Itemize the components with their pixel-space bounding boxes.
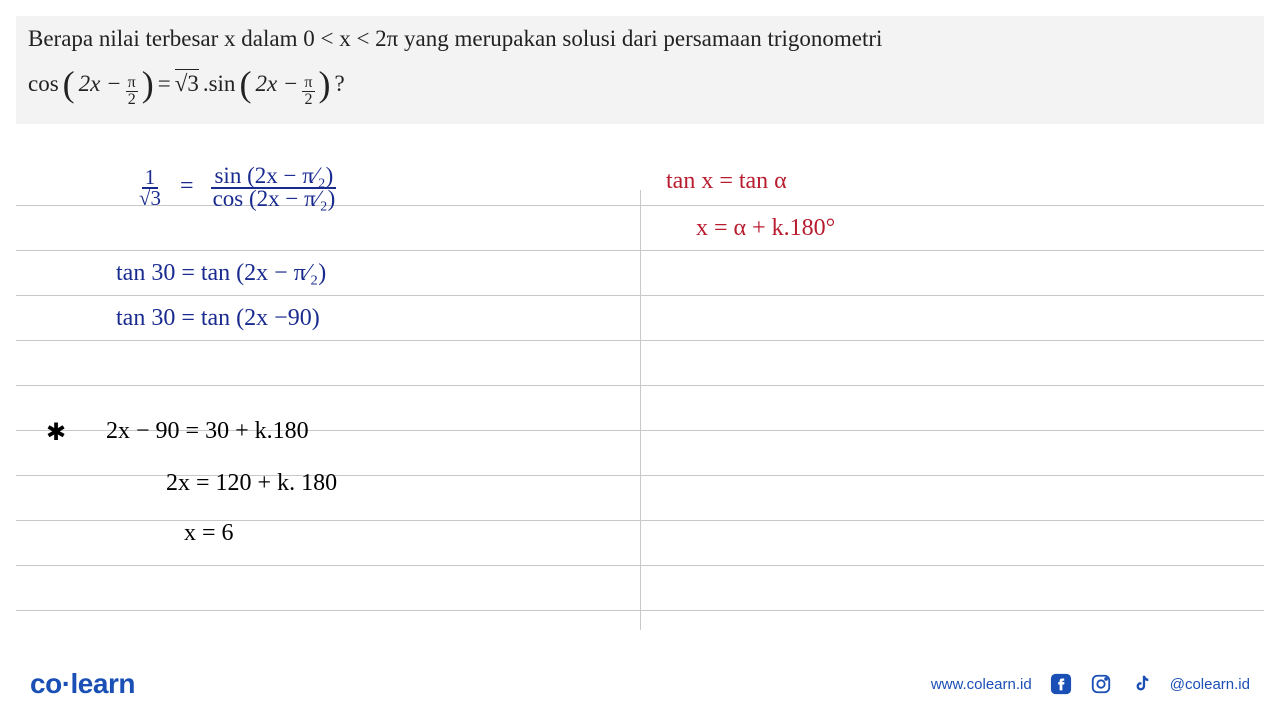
formula-2: x = α + k.180° [696, 215, 835, 242]
frac-den: 2 [126, 92, 138, 108]
rhs-den: cos (2x − π⁄₂) [210, 189, 339, 210]
logo-part-a: co [30, 668, 62, 699]
frac-num-b: π [302, 75, 314, 92]
step-2: tan 30 = tan (2x − π⁄₂) [116, 260, 326, 287]
lhs-frac: 1 √3 [136, 168, 164, 208]
eq-1: = [180, 173, 194, 199]
paren-open: ( [63, 63, 75, 105]
step-3-text: tan 30 = tan (2x −90) [116, 305, 320, 331]
step-4-marker: ✱ [46, 418, 66, 447]
instagram-icon [1090, 673, 1112, 695]
question-line-1: Berapa nilai terbesar x dalam 0 < x < 2π… [28, 24, 1252, 54]
question-equation: cos ( 2x − π 2 ) = √3 .sin ( 2x − π 2 ) … [28, 58, 1252, 112]
question-box: Berapa nilai terbesar x dalam 0 < x < 2π… [16, 16, 1264, 124]
logo-part-b: learn [71, 668, 135, 699]
step-4-text: 2x − 90 = 30 + k.180 [106, 418, 309, 444]
footer-right: www.colearn.id @colearn.id [931, 673, 1250, 695]
frac-pi-2-a: π 2 [126, 75, 138, 108]
frac-pi-2-b: π 2 [302, 75, 314, 108]
expr-2x: 2x − [79, 71, 122, 97]
frac-den-b: 2 [302, 92, 314, 108]
column-divider [640, 190, 641, 630]
footer-url: www.colearn.id [931, 676, 1032, 693]
question-text: Berapa nilai terbesar x dalam 0 < x < 2π… [28, 26, 882, 51]
step-1-fraction: 1 √3 = sin (2x − π⁄₂) cos (2x − π⁄₂) [136, 166, 338, 209]
tiktok-icon [1130, 673, 1152, 695]
formula-2-text: x = α + k.180° [696, 215, 835, 241]
ruled-area: 1 √3 = sin (2x − π⁄₂) cos (2x − π⁄₂) tan… [16, 160, 1264, 640]
frac-num: π [126, 75, 138, 92]
sin-label: .sin [203, 71, 236, 97]
cos-label: cos [28, 71, 59, 97]
step-2-text: tan 30 = tan (2x − π⁄₂) [116, 260, 326, 286]
rhs-frac: sin (2x − π⁄₂) cos (2x − π⁄₂) [210, 166, 339, 209]
step-4: 2x − 90 = 30 + k.180 [106, 418, 309, 445]
lhs-den: √3 [136, 189, 164, 208]
footer-handle: @colearn.id [1170, 676, 1250, 693]
step-6: x = 6 [184, 520, 234, 547]
facebook-icon [1050, 673, 1072, 695]
asterisk: ✱ [46, 420, 66, 446]
step-3: tan 30 = tan (2x −90) [116, 305, 320, 332]
paren-open-2: ( [239, 63, 251, 105]
expr-2x-b: 2x − [255, 71, 298, 97]
formula-1-text: tan x = tan α [666, 168, 787, 194]
sqrt3: √3 [175, 69, 199, 97]
question-mark: ? [335, 71, 345, 97]
paren-close: ) [142, 63, 154, 105]
logo: co·learn [30, 668, 135, 700]
step-5-text: 2x = 120 + k. 180 [166, 470, 337, 496]
formula-1: tan x = tan α [666, 168, 787, 195]
footer: co·learn www.colearn.id @colearn.id [30, 668, 1250, 700]
paren-close-2: ) [319, 63, 331, 105]
step-5: 2x = 120 + k. 180 [166, 470, 337, 497]
equals: = [158, 71, 171, 97]
step-6-text: x = 6 [184, 520, 234, 546]
